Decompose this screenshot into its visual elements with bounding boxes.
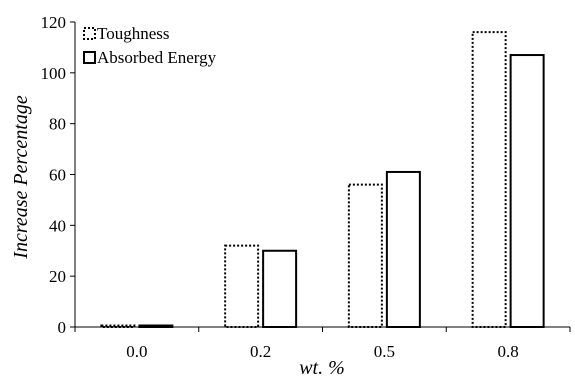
y-tick-label: 60 (49, 166, 66, 185)
bar-toughness (224, 244, 260, 329)
y-axis-ticks: 0 20 40 60 80 100 120 (41, 13, 75, 337)
legend-swatch-absorbed-energy (83, 51, 96, 64)
y-tick-label: 40 (49, 216, 66, 235)
y-tick-label: 20 (49, 267, 66, 286)
y-tick-label: 120 (41, 13, 67, 32)
y-tick-label: 0 (58, 318, 67, 337)
legend-label-absorbed-energy: Absorbed Energy (97, 48, 217, 67)
axes (74, 22, 570, 328)
bar-toughness (347, 183, 383, 328)
x-tick-label: 0.8 (498, 342, 519, 361)
bar-toughness (100, 324, 136, 328)
y-axis-title: Increase Percentage (10, 95, 32, 260)
bar-absorbed-energy (385, 170, 421, 328)
bar-absorbed-energy (262, 249, 298, 328)
x-axis-title: wt. % (299, 357, 345, 379)
x-tick-label: 0.5 (374, 342, 395, 361)
legend-label-toughness: Toughness (97, 24, 169, 43)
x-tick-label: 0.2 (250, 342, 271, 361)
bar-absorbed-energy (509, 54, 545, 329)
x-tick-label: 0.0 (126, 342, 147, 361)
x-axis-ticks: 0.0 0.2 0.5 0.8 (74, 327, 571, 361)
bar-toughness (471, 31, 507, 329)
y-tick-label: 100 (41, 64, 67, 83)
legend: Toughness Absorbed Energy (83, 24, 217, 67)
legend-swatch-toughness (83, 27, 96, 40)
y-tick-label: 80 (49, 115, 66, 134)
bars (100, 31, 545, 329)
